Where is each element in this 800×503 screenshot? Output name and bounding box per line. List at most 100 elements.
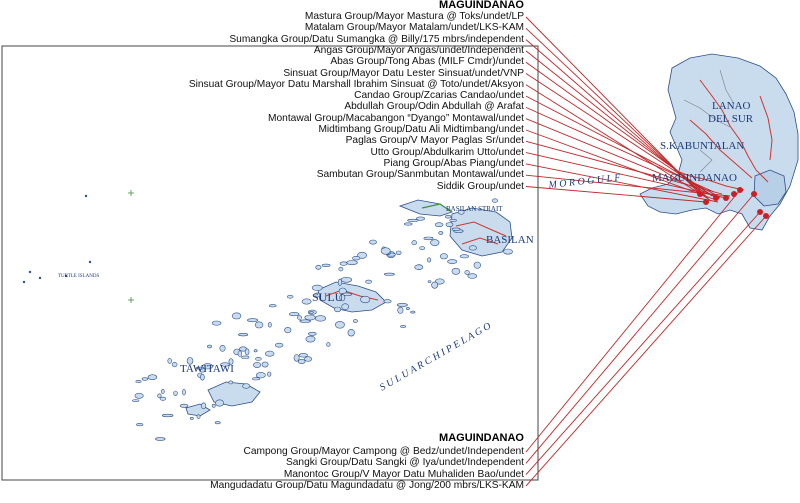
map-frame [1,45,539,481]
map-label-lanao: LANAO [712,100,751,112]
top-group-item: Sambutan Group/Sanmbutan Montawal/undet [316,169,524,181]
islet [299,319,312,323]
islet [403,222,413,226]
location-markers [697,187,769,219]
islet [182,389,186,396]
location-marker [703,199,709,205]
islet [298,353,308,358]
top-group-item: Sinsuat Group/Mayor Datu Lester Sinsuat/… [283,67,524,79]
islet [338,266,344,272]
islet [464,270,470,275]
mainland-landmass [639,53,799,231]
islet [307,331,317,336]
islet [400,325,406,328]
leader-line [525,140,723,195]
leader-line [525,163,719,203]
islet [340,276,353,283]
islet [339,294,346,302]
bottom-group-item: Manontoc Group/V Mayor Datu Muhaliden Ba… [283,468,524,480]
islet [347,329,355,337]
islet [369,239,377,245]
islet [211,403,216,408]
islet [365,279,372,284]
islet [346,260,358,265]
islet [410,310,416,314]
islet [304,314,316,321]
islet [238,333,249,337]
islet [189,416,194,420]
islet [334,321,345,329]
top-group-item: Montawal Group/Macabangon “Dyango” Monta… [268,112,524,124]
islet [451,267,461,275]
location-marker [751,191,757,197]
islet [309,310,314,314]
leader-line [525,73,717,199]
islet [261,361,269,368]
islet [383,299,392,304]
islet [427,257,432,263]
leader-line [525,61,713,197]
islet [297,359,306,364]
islet [434,278,445,285]
islet [304,356,312,362]
top-group-item: Paglas Group/V Mayor Paglas Sr/undet [345,135,524,147]
islet [431,281,439,289]
islet [287,294,294,299]
leader-line [525,84,711,201]
islet [141,377,148,381]
islet [297,315,302,320]
islet [305,335,316,343]
islet [357,251,367,259]
top-group-item: Sumangka Group/Datu Sumangka @ Billy/175… [229,33,524,45]
leader-line [525,211,761,475]
map-label-tawitawi: TAWITAWI [180,363,234,375]
zamboanga-tip [398,199,453,217]
islet [242,383,251,389]
islet [186,357,194,365]
mainland-roads [673,79,773,191]
islet [411,240,417,246]
green-coast [421,203,453,213]
islet [337,278,343,286]
islet [228,380,233,385]
islet [301,298,312,305]
location-marker [697,191,703,197]
islet [196,414,201,420]
islet [267,322,272,328]
islet [468,245,478,251]
islet [247,318,259,323]
islet [265,350,275,357]
top-group-item: Angas Group/Mayor Angas/undet/Independen… [313,44,524,56]
islet [252,377,261,381]
islet [427,280,432,283]
leader-lines [525,16,767,487]
islet [341,303,350,311]
islet [255,356,262,361]
islet [132,399,140,402]
map-label-s-kabuntalan: S.KABUNTALAN [660,140,745,152]
top-group-item: Mastura Group/Mayor Mastura @ Toks/undet… [304,11,524,22]
islet [326,342,331,347]
small-islands [132,198,513,441]
islet [289,312,300,317]
islet [396,303,408,307]
islet [407,218,419,222]
islet [179,403,189,408]
islet [395,250,402,255]
islet [267,371,272,377]
islet [473,261,481,269]
islet [207,344,212,349]
islet [457,209,465,215]
leader-line [525,106,715,193]
islet [136,423,144,427]
islet [219,344,226,352]
islet [215,399,224,407]
islet [445,222,454,227]
islet [171,362,178,368]
islet [211,320,222,326]
islet [434,222,444,227]
islet [202,363,213,370]
grid-cross-marks [128,190,134,303]
